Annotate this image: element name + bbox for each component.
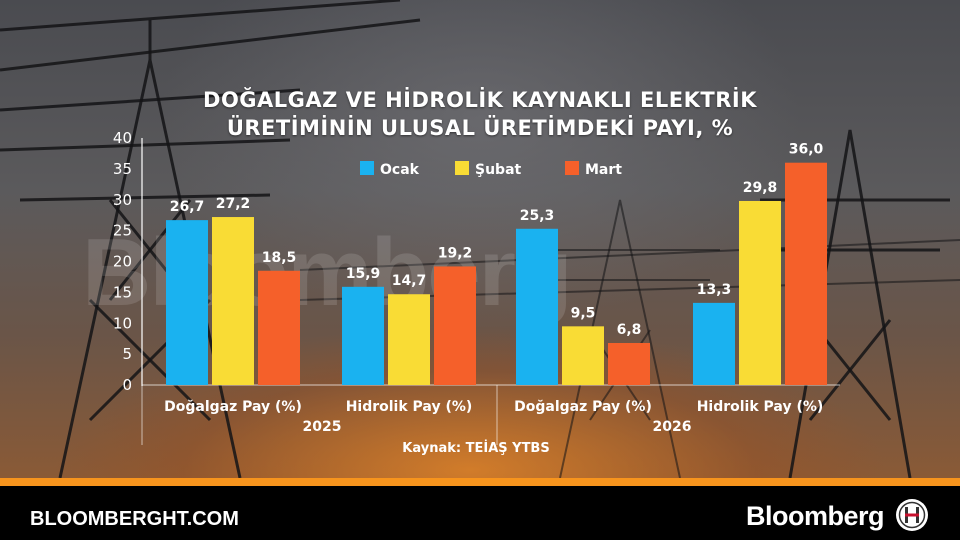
chart-title-line-2: ÜRETİMİNİN ULUSAL ÜRETİMDEKİ PAYI, % xyxy=(226,116,734,140)
y-tick-label: 20 xyxy=(113,253,132,271)
data-label: 6,8 xyxy=(617,322,642,338)
data-label: 15,9 xyxy=(346,266,381,282)
y-tick-label: 30 xyxy=(113,191,132,209)
ht-logo-icon xyxy=(896,499,928,531)
legend-label: Mart xyxy=(585,162,622,178)
y-tick-label: 10 xyxy=(113,314,132,332)
x-category-label: Hidrolik Pay (%) xyxy=(346,399,473,415)
source-note: Kaynak: TEİAŞ YTBS xyxy=(402,440,549,456)
x-category-label: Doğalgaz Pay (%) xyxy=(514,399,652,415)
y-tick-label: 15 xyxy=(113,283,132,301)
chart-title-line-1: DOĞALGAZ VE HİDROLİK KAYNAKLI ELEKTRİK xyxy=(203,88,757,112)
bar xyxy=(562,326,604,385)
bar xyxy=(739,200,781,385)
data-label: 13,3 xyxy=(697,282,732,298)
bloomberg-wordmark: Bloomberg xyxy=(745,501,885,531)
data-label: 36,0 xyxy=(789,142,824,158)
footer-url[interactable]: BLOOMBERGHT.COM xyxy=(30,508,239,530)
bar xyxy=(212,217,254,385)
y-tick-label: 35 xyxy=(113,160,132,178)
bar xyxy=(166,220,208,385)
x-category-label: Hidrolik Pay (%) xyxy=(697,399,824,415)
data-label: 9,5 xyxy=(571,305,596,321)
legend-label: Şubat xyxy=(475,162,522,178)
footer-bar: BLOOMBERGHT.COM Bloomberg xyxy=(0,478,960,540)
bar xyxy=(434,266,476,385)
data-label: 19,2 xyxy=(438,245,473,261)
legend-swatch xyxy=(455,161,469,175)
legend-swatch xyxy=(565,161,579,175)
legend-swatch xyxy=(360,161,374,175)
x-category-label: Doğalgaz Pay (%) xyxy=(164,399,302,415)
bar xyxy=(693,302,735,385)
data-label: 25,3 xyxy=(520,208,555,224)
year-group-label: 2025 xyxy=(303,419,342,435)
bar xyxy=(342,286,384,385)
year-group-label: 2026 xyxy=(653,419,692,435)
y-tick-label: 40 xyxy=(113,129,132,147)
data-label: 29,8 xyxy=(743,180,778,196)
data-label: 26,7 xyxy=(170,199,205,215)
data-label: 14,7 xyxy=(392,273,427,289)
legend-label: Ocak xyxy=(380,162,420,178)
data-label: 27,2 xyxy=(216,196,251,212)
bar xyxy=(608,343,650,385)
bloomberg-watermark: Bloomberg xyxy=(82,219,573,326)
bar xyxy=(388,294,430,385)
bar xyxy=(516,228,558,385)
y-tick-label: 5 xyxy=(122,345,132,363)
y-tick-label: 25 xyxy=(113,222,132,240)
data-label: 18,5 xyxy=(262,250,297,266)
pylon-silhouettes xyxy=(0,0,960,478)
bar xyxy=(258,270,300,385)
y-tick-label: 0 xyxy=(122,376,132,394)
bar xyxy=(785,162,827,385)
